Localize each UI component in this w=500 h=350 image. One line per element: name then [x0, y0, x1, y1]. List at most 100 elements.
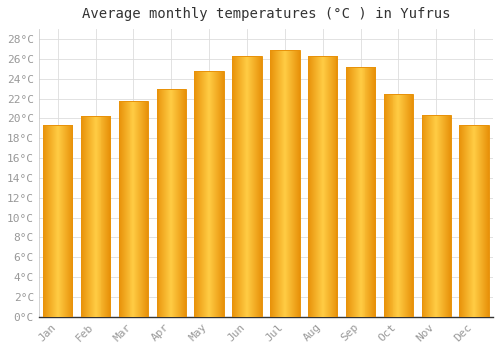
Bar [480, 125, 481, 317]
Bar [296, 50, 297, 317]
Bar [94, 116, 96, 317]
Bar [212, 71, 214, 317]
Bar [445, 116, 446, 317]
Bar [242, 56, 244, 317]
Bar [174, 89, 176, 317]
Bar [388, 93, 389, 317]
Bar [248, 56, 249, 317]
Bar [48, 125, 49, 317]
Bar [253, 56, 254, 317]
Bar [283, 50, 284, 317]
Bar [240, 56, 242, 317]
Bar [88, 116, 89, 317]
Bar [204, 71, 206, 317]
Bar [354, 67, 355, 317]
Bar [388, 93, 390, 317]
Bar [203, 71, 204, 317]
Bar [473, 125, 474, 317]
Bar [471, 125, 472, 317]
Bar [441, 116, 442, 317]
Bar [311, 56, 312, 317]
Bar [222, 71, 223, 317]
Bar [259, 56, 260, 317]
Bar [84, 116, 85, 317]
Bar [347, 67, 348, 317]
Bar [328, 56, 330, 317]
Bar [179, 89, 180, 317]
Bar [466, 125, 468, 317]
Bar [309, 56, 310, 317]
Bar [178, 89, 180, 317]
Bar [82, 116, 83, 317]
Bar [245, 56, 246, 317]
Bar [44, 125, 45, 317]
Bar [279, 50, 280, 317]
Bar [54, 125, 55, 317]
Bar [467, 125, 468, 317]
Bar [332, 56, 334, 317]
Bar [200, 71, 202, 317]
Bar [392, 93, 394, 317]
Bar [308, 56, 309, 317]
Bar [243, 56, 244, 317]
Bar [447, 116, 448, 317]
Bar [258, 56, 259, 317]
Bar [462, 125, 464, 317]
Bar [232, 56, 262, 317]
Bar [356, 67, 357, 317]
Bar [96, 116, 98, 317]
Bar [483, 125, 484, 317]
Bar [86, 116, 88, 317]
Bar [64, 125, 65, 317]
Bar [235, 56, 236, 317]
Bar [140, 102, 141, 317]
Bar [396, 93, 398, 317]
Bar [464, 125, 466, 317]
Bar [233, 56, 234, 317]
Bar [182, 89, 184, 317]
Bar [434, 116, 436, 317]
Bar [251, 56, 252, 317]
Bar [166, 89, 168, 317]
Bar [318, 56, 319, 317]
Bar [352, 67, 353, 317]
Bar [108, 116, 110, 317]
Bar [198, 71, 200, 317]
Bar [412, 93, 414, 317]
Bar [216, 71, 217, 317]
Bar [118, 102, 148, 317]
Bar [86, 116, 87, 317]
Bar [234, 56, 235, 317]
Bar [184, 89, 186, 317]
Bar [432, 116, 434, 317]
Bar [156, 89, 158, 317]
Bar [486, 125, 487, 317]
Bar [202, 71, 203, 317]
Bar [443, 116, 444, 317]
Bar [52, 125, 53, 317]
Bar [60, 125, 62, 317]
Bar [444, 116, 446, 317]
Bar [210, 71, 212, 317]
Bar [476, 125, 478, 317]
Bar [478, 125, 479, 317]
Bar [348, 67, 349, 317]
Bar [218, 71, 219, 317]
Bar [247, 56, 248, 317]
Bar [406, 93, 408, 317]
Bar [426, 116, 428, 317]
Bar [312, 56, 313, 317]
Bar [360, 67, 362, 317]
Bar [370, 67, 372, 317]
Bar [142, 102, 144, 317]
Bar [70, 125, 72, 317]
Bar [66, 125, 67, 317]
Bar [352, 67, 354, 317]
Bar [374, 67, 376, 317]
Bar [49, 125, 50, 317]
Bar [106, 116, 108, 317]
Bar [124, 102, 125, 317]
Bar [92, 116, 94, 317]
Bar [310, 56, 311, 317]
Bar [147, 102, 148, 317]
